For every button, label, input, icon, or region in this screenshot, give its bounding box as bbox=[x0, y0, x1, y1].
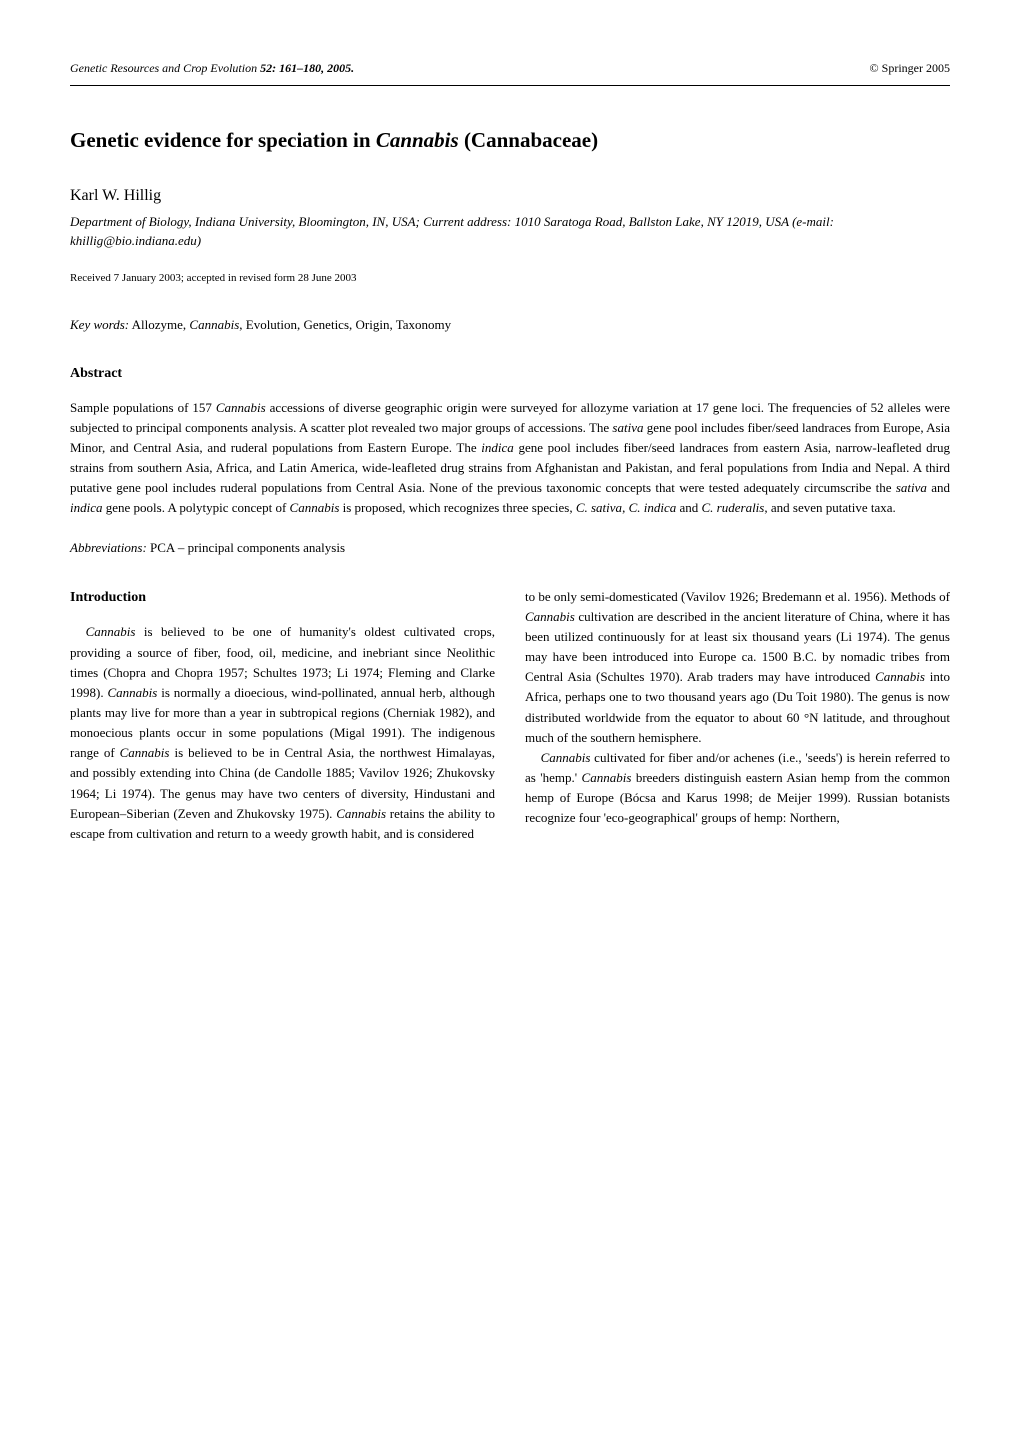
introduction-heading: Introduction bbox=[70, 587, 495, 609]
abstract-genus-1: Cannabis bbox=[216, 400, 266, 415]
left-genus-3: Cannabis bbox=[120, 745, 170, 760]
left-paragraph-1: Cannabis is believed to be one of humani… bbox=[70, 622, 495, 844]
volume-pages: 52: 161–180, 2005. bbox=[260, 61, 354, 75]
right-paragraph-2: Cannabis cultivated for fiber and/or ach… bbox=[525, 748, 950, 829]
article-title: Genetic evidence for speciation in Canna… bbox=[70, 126, 950, 155]
abstract-text-j: , and seven putative taxa. bbox=[764, 500, 895, 515]
abbreviations-line: Abbreviations: PCA – principal component… bbox=[70, 539, 950, 557]
abstract-text-e: and bbox=[927, 480, 950, 495]
received-dates: Received 7 January 2003; accepted in rev… bbox=[70, 271, 950, 286]
right-genus-1: Cannabis bbox=[525, 609, 575, 624]
abstract-genus-3: indica bbox=[481, 440, 514, 455]
journal-name: Genetic Resources and Crop Evolution bbox=[70, 61, 257, 75]
keywords-prefix: Allozyme, bbox=[129, 317, 189, 332]
abstract-genus-5: indica bbox=[70, 500, 103, 515]
title-prefix: Genetic evidence for speciation in bbox=[70, 128, 376, 152]
abstract-genus-2: sativa bbox=[612, 420, 643, 435]
right-genus-3: Cannabis bbox=[541, 750, 591, 765]
journal-citation: Genetic Resources and Crop Evolution 52:… bbox=[70, 60, 354, 77]
abstract-heading: Abstract bbox=[70, 364, 950, 384]
abstract-body: Sample populations of 157 Cannabis acces… bbox=[70, 398, 950, 519]
author-affiliation: Department of Biology, Indiana Universit… bbox=[70, 212, 950, 251]
left-column: Introduction Cannabis is believed to be … bbox=[70, 587, 495, 844]
left-genus-2: Cannabis bbox=[107, 685, 157, 700]
right-paragraph-1: to be only semi-domesticated (Vavilov 19… bbox=[525, 587, 950, 748]
abbreviations-text: PCA – principal components analysis bbox=[147, 540, 345, 555]
abstract-genus-6: Cannabis bbox=[290, 500, 340, 515]
abstract-genus-4: sativa bbox=[896, 480, 927, 495]
right-genus-4: Cannabis bbox=[582, 770, 632, 785]
right-column: to be only semi-domesticated (Vavilov 19… bbox=[525, 587, 950, 844]
abbreviations-label: Abbreviations: bbox=[70, 540, 147, 555]
abstract-genus-9: C. ruderalis bbox=[702, 500, 765, 515]
header-rule bbox=[70, 85, 950, 86]
copyright-text: © Springer 2005 bbox=[870, 60, 950, 77]
body-columns: Introduction Cannabis is believed to be … bbox=[70, 587, 950, 844]
keywords-line: Key words: Allozyme, Cannabis, Evolution… bbox=[70, 316, 950, 334]
left-genus-4: Cannabis bbox=[336, 806, 386, 821]
author-name: Karl W. Hillig bbox=[70, 185, 950, 207]
abstract-genus-7: C. sativa bbox=[576, 500, 622, 515]
abstract-text-a: Sample populations of 157 bbox=[70, 400, 216, 415]
abstract-text-i: and bbox=[676, 500, 701, 515]
abstract-text-f: gene pools. A polytypic concept of bbox=[103, 500, 290, 515]
title-suffix: (Cannabaceae) bbox=[459, 128, 598, 152]
keywords-genus: Cannabis bbox=[189, 317, 239, 332]
left-genus-1: Cannabis bbox=[86, 624, 136, 639]
page-header: Genetic Resources and Crop Evolution 52:… bbox=[70, 60, 950, 77]
abstract-text-g: is proposed, which recognizes three spec… bbox=[339, 500, 575, 515]
right-genus-2: Cannabis bbox=[875, 669, 925, 684]
abstract-genus-8: C. indica bbox=[629, 500, 677, 515]
right-text-a: to be only semi-domesticated (Vavilov 19… bbox=[525, 589, 950, 604]
title-genus: Cannabis bbox=[376, 128, 459, 152]
keywords-suffix: , Evolution, Genetics, Origin, Taxonomy bbox=[239, 317, 451, 332]
keywords-label: Key words: bbox=[70, 317, 129, 332]
volume-pages-text: 52: 161–180, 2005. bbox=[260, 61, 354, 75]
